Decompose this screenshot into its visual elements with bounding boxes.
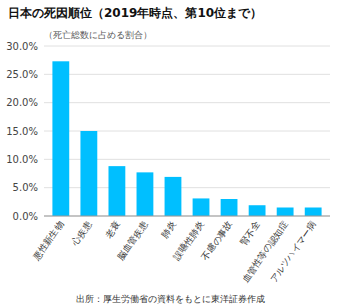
y-tick-label: 20.0% xyxy=(6,97,38,108)
grid-line xyxy=(44,216,330,217)
grid-line xyxy=(44,46,330,47)
y-tick-label: 25.0% xyxy=(6,69,38,80)
bar xyxy=(108,166,125,216)
x-tick-label: アルツハイマー病 xyxy=(268,219,317,284)
bar xyxy=(221,199,238,216)
bar xyxy=(165,177,182,216)
x-tick-label: 不慮の事故 xyxy=(200,219,234,262)
y-tick-label: 10.0% xyxy=(6,154,38,165)
y-tick-label: 15.0% xyxy=(6,126,38,137)
y-tick-label: 0.0% xyxy=(13,211,38,222)
x-tick-label: 老衰 xyxy=(103,219,122,239)
x-tick-label: 肺炎 xyxy=(159,219,178,239)
bar xyxy=(305,208,322,217)
bar xyxy=(193,198,210,216)
x-tick-label: 悪性新生物 xyxy=(31,219,66,262)
grid-line xyxy=(44,74,330,75)
bar xyxy=(249,205,266,216)
chart-container: 0.0% 5.0% 10.0% 15.0% 20.0% 25.0% 30.0% 悪性新生物心疾… xyxy=(0,0,340,308)
chart: 0.0% 5.0% 10.0% 15.0% 20.0% 25.0% 30.0% 悪性新生物心疾… xyxy=(0,0,340,308)
y-tick-label: 30.0% xyxy=(6,41,38,52)
y-tick-label: 5.0% xyxy=(13,182,38,193)
bar xyxy=(80,131,97,216)
bars xyxy=(52,61,321,216)
subtitle: （死亡総数に占める割合） xyxy=(44,30,152,40)
bar xyxy=(137,172,154,216)
bar xyxy=(52,61,69,216)
grid xyxy=(44,46,330,216)
title: 日本の死因順位（2019年時点、第10位まで） xyxy=(8,6,262,20)
x-tick-label: 心疾患 xyxy=(69,219,93,248)
x-tick-label: 腎不全 xyxy=(238,219,262,247)
grid-line xyxy=(44,102,330,103)
x-axis-line xyxy=(44,216,330,217)
bar xyxy=(277,208,294,217)
x-tick-label: 脳血管疾患 xyxy=(116,219,150,262)
footer-note: 出所：厚生労働省の資料をもとに東洋証券作成 xyxy=(76,294,265,304)
